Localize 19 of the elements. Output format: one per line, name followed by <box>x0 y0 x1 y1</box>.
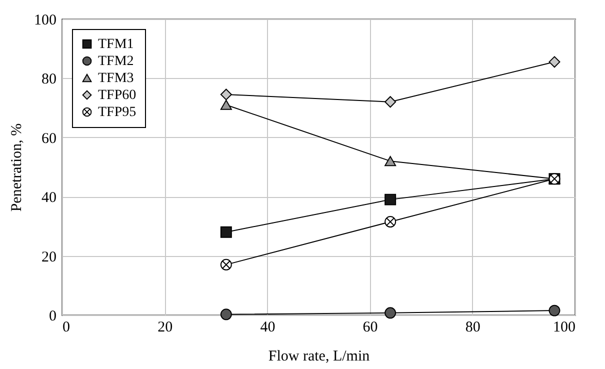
y-tick-label: 40 <box>42 190 56 206</box>
x-tick-label: 0 <box>62 320 70 336</box>
y-axis-title: Penetration, % <box>9 123 25 212</box>
x-tick-label: 60 <box>362 320 378 336</box>
y-tick-label: 0 <box>49 308 56 324</box>
x-tick-label: 40 <box>260 320 276 336</box>
x-tick-label: 80 <box>465 320 480 336</box>
legend-label: TFM2 <box>98 54 134 69</box>
y-tick-label: 20 <box>42 249 56 266</box>
y-tick-label: 100 <box>34 12 56 28</box>
y-tick-label: 80 <box>42 72 56 88</box>
legend-label: TFP95 <box>98 105 136 120</box>
legend-label: TFM1 <box>98 37 134 52</box>
legend-label: TFP60 <box>98 88 136 103</box>
legend-label: TFM3 <box>98 71 134 86</box>
x-axis-title: Flow rate, L/min <box>268 348 370 364</box>
y-tick-label: 60 <box>42 130 56 147</box>
x-tick-label: 100 <box>553 320 576 336</box>
x-tick-label: 20 <box>158 320 173 336</box>
